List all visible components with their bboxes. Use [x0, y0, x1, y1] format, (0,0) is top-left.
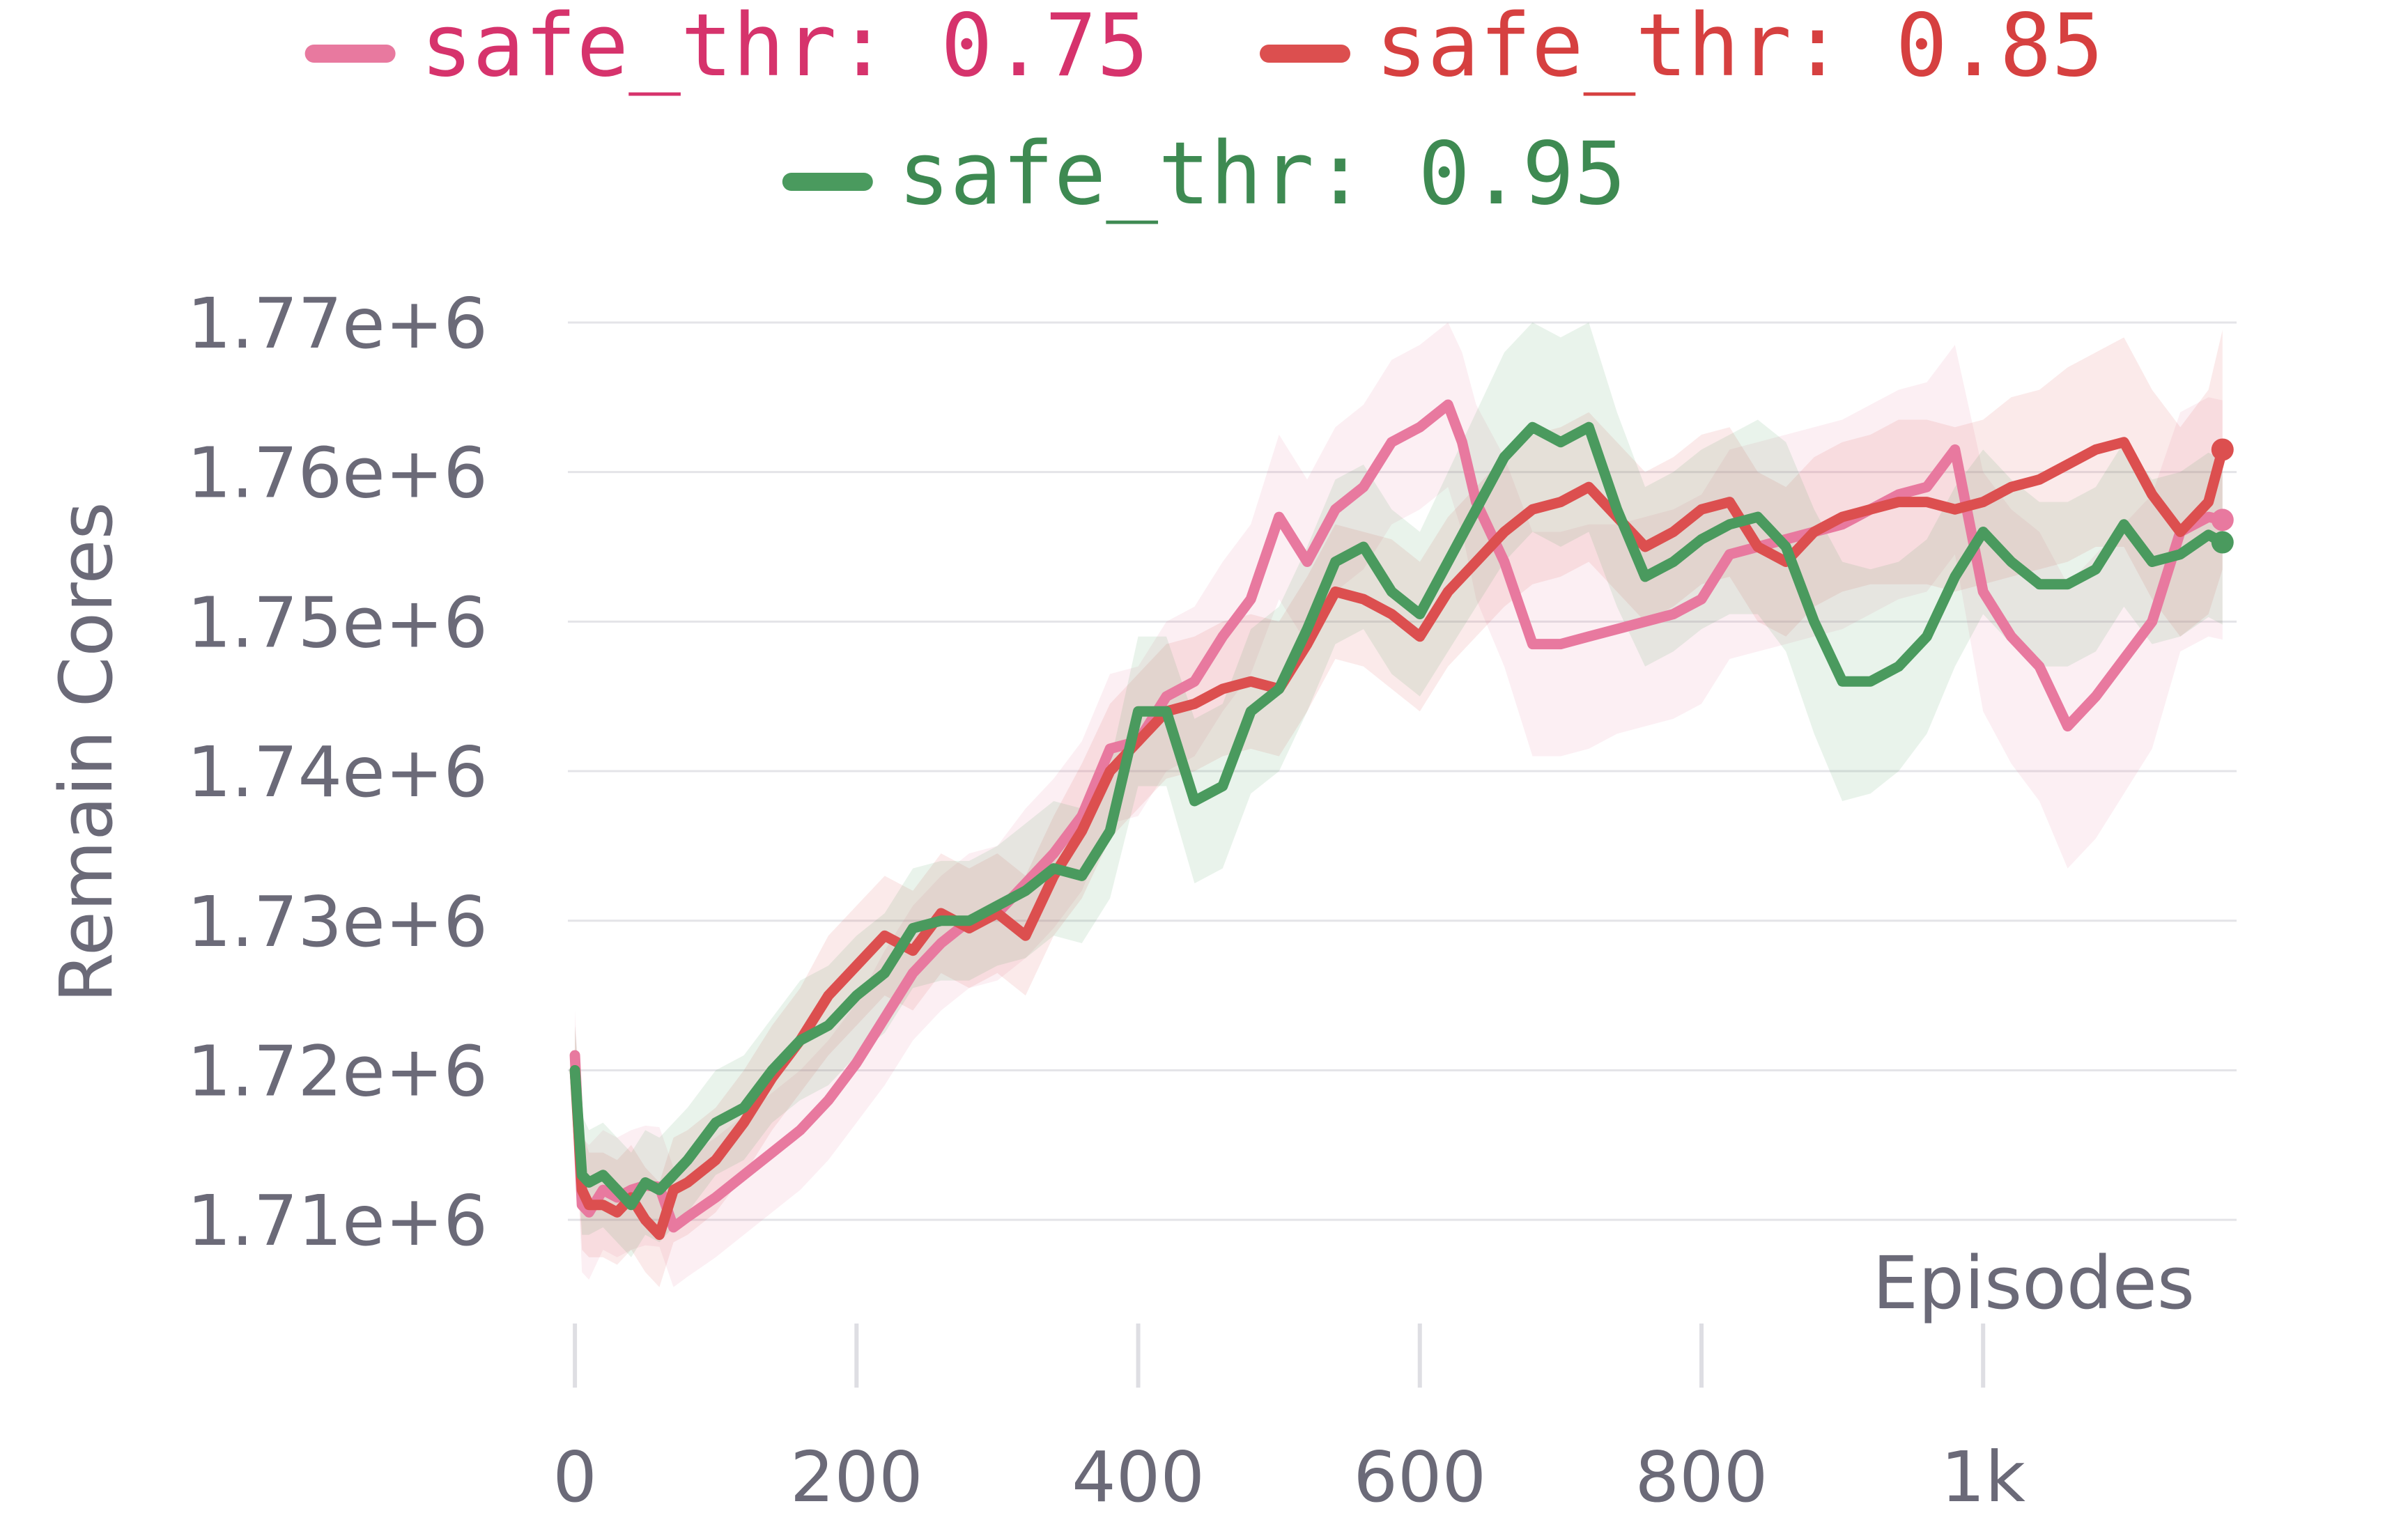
- series-lines: [569, 399, 2228, 1241]
- confidence-band-3: [575, 322, 2223, 1257]
- series-line-1: [569, 399, 2228, 1233]
- y-tick-label: 1.77e+6: [187, 283, 488, 364]
- series-endpoint-2: [2211, 438, 2234, 461]
- series-endpoint-1: [2211, 509, 2234, 532]
- confidence-band-2: [575, 329, 2223, 1287]
- x-tick-label: 800: [1635, 1436, 1768, 1513]
- y-axis-title: Remain Cores: [44, 502, 129, 1002]
- confidence-bands: [575, 322, 2223, 1287]
- x-tick-label: 600: [1353, 1436, 1486, 1513]
- series-line-2: [569, 437, 2228, 1241]
- x-tick-label: 0: [553, 1436, 597, 1513]
- y-tick-label: 1.72e+6: [187, 1030, 488, 1112]
- y-tick-label: 1.74e+6: [187, 731, 488, 813]
- legend-label-3: safe_thr: 0.95: [898, 124, 1626, 224]
- x-axis-ticks: 0 200 400 600 800 1k: [553, 1324, 2025, 1513]
- legend-swatch-3: [782, 173, 873, 191]
- confidence-band-1: [575, 322, 2223, 1287]
- legend-swatch-1: [304, 45, 396, 63]
- y-tick-label: 1.71e+6: [187, 1180, 488, 1262]
- y-axis-ticks: 1.71e+6 1.72e+6 1.73e+6 1.74e+6 1.75e+6 1.76e…: [187, 283, 488, 1262]
- x-tick-label: 400: [1072, 1436, 1205, 1513]
- legend-label-2: safe_thr: 0.85: [1375, 0, 2104, 96]
- y-tick-label: 1.76e+6: [187, 433, 488, 514]
- series-endpoint-3: [2211, 531, 2234, 554]
- x-axis-title: Episodes: [1872, 1241, 2195, 1326]
- legend-label-1: safe_thr: 0.75: [421, 0, 1149, 96]
- legend-swatch-2: [1260, 45, 1350, 63]
- series-line-3: [569, 421, 2228, 1211]
- y-tick-label: 1.75e+6: [187, 582, 488, 663]
- series-endpoints: [2211, 438, 2234, 554]
- y-tick-label: 1.73e+6: [187, 881, 488, 963]
- x-tick-label: 1k: [1940, 1436, 2025, 1513]
- legend: safe_thr: 0.75 safe_thr: 0.85 safe_thr: 0.…: [304, 0, 2104, 224]
- x-tick-label: 200: [790, 1436, 923, 1513]
